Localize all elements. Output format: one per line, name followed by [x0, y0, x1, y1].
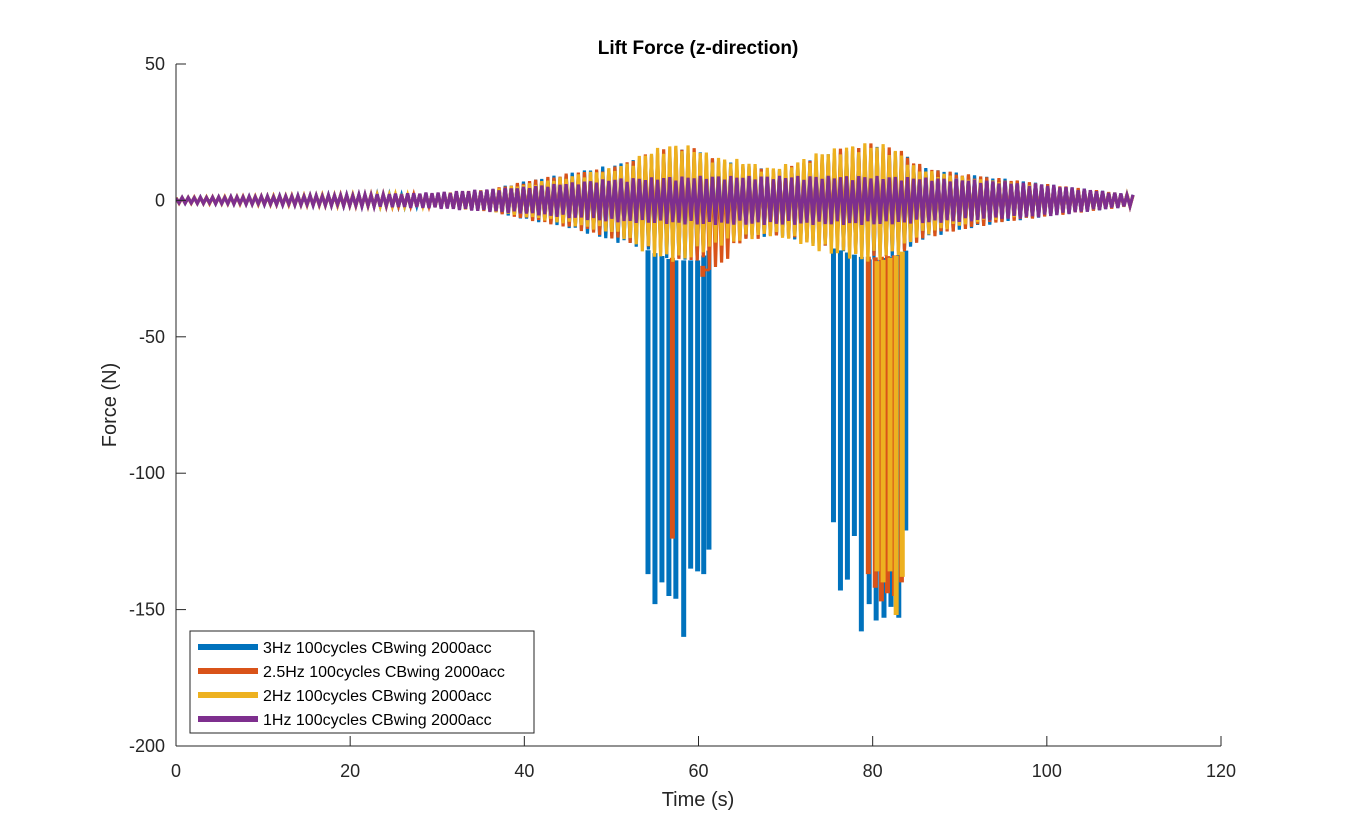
- y-tick-label: -150: [129, 600, 165, 620]
- y-tick-label: -50: [139, 327, 165, 347]
- y-tick-label: 50: [145, 54, 165, 74]
- y-tick-label: -100: [129, 463, 165, 483]
- chart-title: Lift Force (z-direction): [598, 38, 799, 59]
- legend-label-1: 3Hz 100cycles CBwing 2000acc: [263, 640, 492, 657]
- series-line-4: [176, 175, 1135, 226]
- series-layer: [176, 143, 1135, 637]
- x-tick-label: 40: [514, 761, 534, 781]
- x-tick-label: 0: [171, 761, 181, 781]
- x-tick-label: 60: [688, 761, 708, 781]
- x-tick-label: 120: [1206, 761, 1236, 781]
- x-tick-label: 80: [863, 761, 883, 781]
- legend-label-2: 2.5Hz 100cycles CBwing 2000acc: [263, 664, 505, 681]
- x-tick-label: 20: [340, 761, 360, 781]
- axes-layer: 0 20 40 60 80 100 120 50 0 -50 -100 -150 -200: [129, 54, 1236, 781]
- legend: 3Hz 100cycles CBwing 2000acc 2.5Hz 100cyc…: [189, 630, 535, 734]
- legend-label-4: 1Hz 100cycles CBwing 2000acc: [263, 712, 492, 729]
- y-axis-label: Force (N): [99, 363, 121, 447]
- y-tick-label: -200: [129, 736, 165, 756]
- series-4: [176, 175, 1135, 226]
- y-tick-label: 0: [155, 190, 165, 210]
- x-axis-label: Time (s): [662, 789, 735, 811]
- x-tick-label: 100: [1032, 761, 1062, 781]
- legend-label-3: 2Hz 100cycles CBwing 2000acc: [263, 688, 492, 705]
